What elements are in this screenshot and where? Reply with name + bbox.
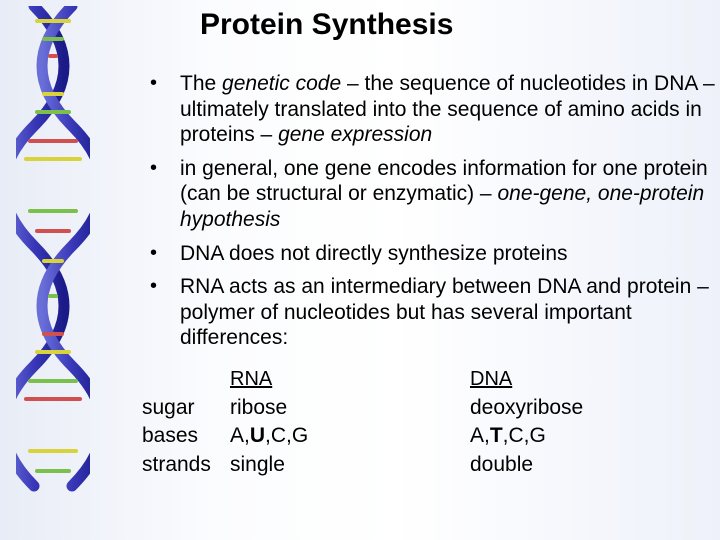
- table-row: sugar ribose deoxyribose: [142, 394, 670, 422]
- table-row: bases A,U,C,G A,T,C,G: [142, 422, 670, 450]
- table-header: RNADNA: [230, 368, 512, 391]
- bullet-item: The genetic code – the sequence of nucle…: [150, 71, 720, 148]
- comparison-table: sugar ribose deoxyribose bases A,U,C,G A…: [142, 394, 670, 479]
- bullet-item: in general, one gene encodes information…: [150, 156, 720, 233]
- bullet-list: The genetic code – the sequence of nucle…: [110, 71, 720, 359]
- slide-title: Protein Synthesis: [200, 8, 453, 42]
- bullet-item: RNA acts as an intermediary between DNA …: [150, 274, 720, 351]
- dna-helix-image: [16, 6, 90, 496]
- bullet-item: DNA does not directly synthesize protein…: [150, 241, 720, 267]
- table-row: strands single double: [142, 451, 670, 479]
